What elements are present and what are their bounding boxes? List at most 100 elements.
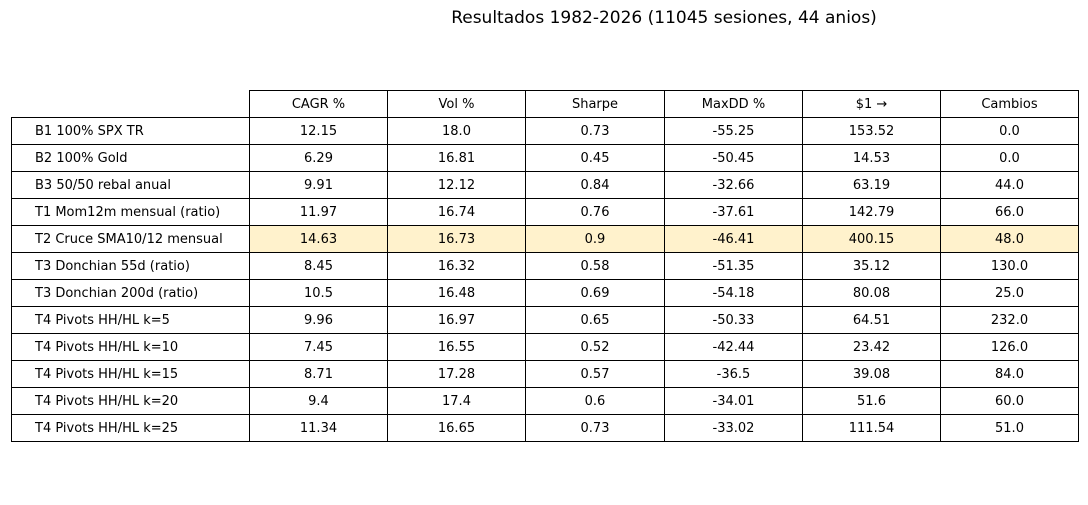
table-cell: 51.6	[802, 387, 941, 415]
row-label: T4 Pivots HH/HL k=20	[11, 387, 250, 415]
table-cell: 18.0	[387, 117, 526, 145]
row-label: T4 Pivots HH/HL k=15	[11, 360, 250, 388]
table-cell: 111.54	[802, 414, 941, 442]
table-cell: 17.4	[387, 387, 526, 415]
table-row: T4 Pivots HH/HL k=15 8.71 17.28 0.57 -36.5 39…	[11, 360, 1079, 388]
table-cell: 153.52	[802, 117, 941, 145]
table-row: T4 Pivots HH/HL k=5 9.96 16.97 0.65 -50.33 64…	[11, 306, 1079, 334]
table-cell: 0.6	[525, 387, 665, 415]
table-cell: 44.0	[940, 171, 1079, 199]
table-cell: 16.48	[387, 279, 526, 307]
header-row: CAGR % Vol % Sharpe MaxDD % $1 → Cambios	[12, 90, 1079, 118]
row-label: T4 Pivots HH/HL k=25	[11, 414, 250, 442]
table-cell: 17.28	[387, 360, 526, 388]
table-cell: 0.0	[940, 144, 1079, 172]
table-cell: 9.91	[249, 171, 388, 199]
table-cell: 0.9	[525, 225, 665, 253]
column-header: Sharpe	[525, 90, 665, 118]
table-row: T4 Pivots HH/HL k=10 7.45 16.55 0.52 -42.44 2…	[11, 333, 1079, 361]
table-cell: 63.19	[802, 171, 941, 199]
table-cell: 6.29	[249, 144, 388, 172]
table-cell: 0.58	[525, 252, 665, 280]
table-cell: 0.69	[525, 279, 665, 307]
table-cell: 0.84	[525, 171, 665, 199]
table-cell: 130.0	[940, 252, 1079, 280]
table-cell: 16.73	[387, 225, 526, 253]
table-row: B2 100% Gold 6.29 16.81 0.45 -50.45 14.53 0.0	[11, 144, 1079, 172]
table-cell: 142.79	[802, 198, 941, 226]
table-cell: 35.12	[802, 252, 941, 280]
table-cell: -54.18	[664, 279, 803, 307]
chart-title: Resultados 1982-2026 (11045 sesiones, 44…	[451, 8, 877, 28]
table-cell: -55.25	[664, 117, 803, 145]
table-cell: 12.12	[387, 171, 526, 199]
table-cell: 0.57	[525, 360, 665, 388]
table-cell: 0.65	[525, 306, 665, 334]
table-cell: 23.42	[802, 333, 941, 361]
row-label: T3 Donchian 55d (ratio)	[11, 252, 250, 280]
table-cell: 25.0	[940, 279, 1079, 307]
table-cell: 16.55	[387, 333, 526, 361]
table-cell: 8.71	[249, 360, 388, 388]
table-cell: 0.76	[525, 198, 665, 226]
table-cell: 0.73	[525, 414, 665, 442]
table-cell: 10.5	[249, 279, 388, 307]
table-cell: 16.97	[387, 306, 526, 334]
corner-cell	[12, 91, 250, 118]
table-row: T4 Pivots HH/HL k=25 11.34 16.65 0.73 -33.02…	[11, 414, 1079, 442]
table-cell: 14.53	[802, 144, 941, 172]
row-label: B1 100% SPX TR	[11, 117, 250, 145]
table-cell: -34.01	[664, 387, 803, 415]
table-cell: 0.45	[525, 144, 665, 172]
table-cell: 9.4	[249, 387, 388, 415]
table-cell: -36.5	[664, 360, 803, 388]
table-cell: 51.0	[940, 414, 1079, 442]
table-cell: 48.0	[940, 225, 1079, 253]
table-cell: 0.73	[525, 117, 665, 145]
row-label: T4 Pivots HH/HL k=5	[11, 306, 250, 334]
table-cell: 9.96	[249, 306, 388, 334]
table-cell: 84.0	[940, 360, 1079, 388]
table-cell: 16.81	[387, 144, 526, 172]
table-cell: -50.33	[664, 306, 803, 334]
table-cell: 400.15	[802, 225, 941, 253]
table-cell: 66.0	[940, 198, 1079, 226]
table-cell: 232.0	[940, 306, 1079, 334]
column-header: $1 →	[802, 90, 941, 118]
table-cell: -42.44	[664, 333, 803, 361]
table-cell: 64.51	[802, 306, 941, 334]
table-cell: 126.0	[940, 333, 1079, 361]
table-cell: 0.52	[525, 333, 665, 361]
results-table: CAGR % Vol % Sharpe MaxDD % $1 → Cambios…	[11, 90, 1079, 442]
table-cell: 0.0	[940, 117, 1079, 145]
table-row: T3 Donchian 200d (ratio) 10.5 16.48 0.69 -54…	[11, 279, 1079, 307]
table-cell: 80.08	[802, 279, 941, 307]
row-label: T2 Cruce SMA10/12 mensual	[11, 225, 250, 253]
row-label: B2 100% Gold	[11, 144, 250, 172]
table-cell: -51.35	[664, 252, 803, 280]
table-row: T4 Pivots HH/HL k=20 9.4 17.4 0.6 -34.01 51.6…	[11, 387, 1079, 415]
table-cell: 16.74	[387, 198, 526, 226]
table-cell: -33.02	[664, 414, 803, 442]
table-cell: 16.65	[387, 414, 526, 442]
table-body: B1 100% SPX TR 12.15 18.0 0.73 -55.25 153.52 0…	[11, 117, 1079, 442]
table-cell: 16.32	[387, 252, 526, 280]
table-row: T3 Donchian 55d (ratio) 8.45 16.32 0.58 -51.…	[11, 252, 1079, 280]
table-cell: -37.61	[664, 198, 803, 226]
table-cell: 39.08	[802, 360, 941, 388]
table-cell: 7.45	[249, 333, 388, 361]
row-label: B3 50/50 rebal anual	[11, 171, 250, 199]
table-row: B3 50/50 rebal anual 9.91 12.12 0.84 -32.66 6…	[11, 171, 1079, 199]
table-cell: 60.0	[940, 387, 1079, 415]
table-cell: 12.15	[249, 117, 388, 145]
table-row: B1 100% SPX TR 12.15 18.0 0.73 -55.25 153.52 0…	[11, 117, 1079, 145]
column-header: CAGR %	[249, 90, 388, 118]
table-cell: 14.63	[249, 225, 388, 253]
table-cell: -46.41	[664, 225, 803, 253]
column-header: Vol %	[387, 90, 526, 118]
table-cell: 11.97	[249, 198, 388, 226]
column-header: Cambios	[940, 90, 1079, 118]
row-label: T4 Pivots HH/HL k=10	[11, 333, 250, 361]
row-label: T3 Donchian 200d (ratio)	[11, 279, 250, 307]
row-label: T1 Mom12m mensual (ratio)	[11, 198, 250, 226]
